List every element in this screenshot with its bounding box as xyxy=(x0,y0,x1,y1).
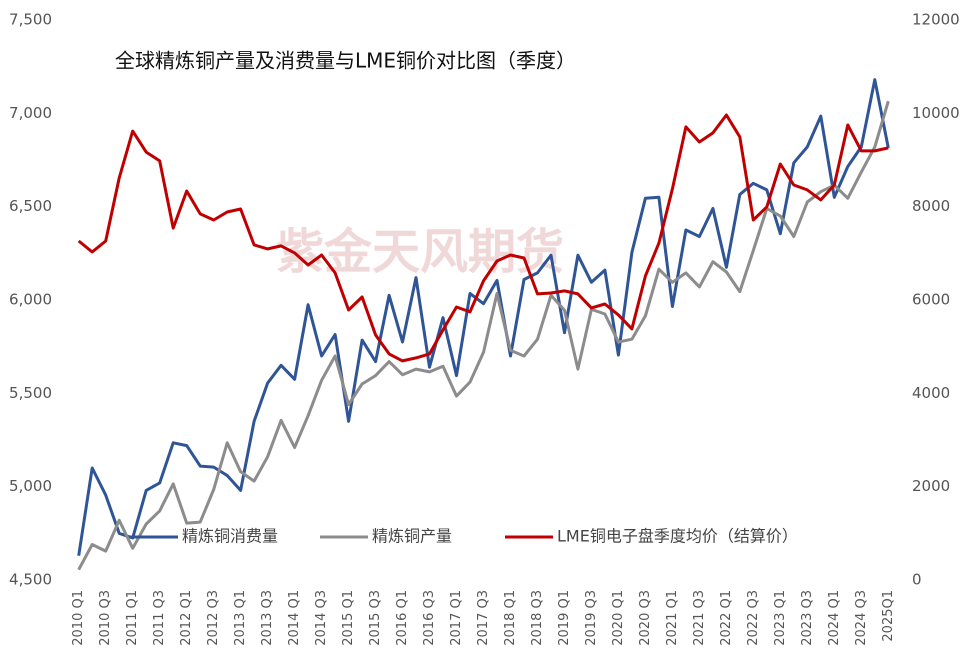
x-tick-label: 2018 Q3 xyxy=(530,590,545,646)
x-tick-label: 2010 Q1 xyxy=(71,590,86,646)
y2-tick-label: 0 xyxy=(912,571,922,589)
x-tick-label: 2019 Q1 xyxy=(557,590,572,646)
x-tick-label: 2023 Q1 xyxy=(773,590,788,646)
y2-tick-label: 6000 xyxy=(912,291,950,309)
series-line xyxy=(77,100,890,571)
y2-tick-label: 10000 xyxy=(912,104,960,122)
x-tick-label: 2015 Q3 xyxy=(368,590,383,646)
series-line xyxy=(77,78,890,556)
x-tick-label: 2013 Q3 xyxy=(260,590,275,646)
legend-label: LME铜电子盘季度均价（结算价） xyxy=(557,527,798,546)
x-tick-label: 2024 Q1 xyxy=(827,590,842,646)
y-tick-label: 5,000 xyxy=(9,477,52,495)
watermark: 紫金天风期货 xyxy=(276,224,564,280)
x-tick-label: 2015 Q1 xyxy=(341,590,356,646)
x-tick-label: 2021 Q1 xyxy=(665,590,680,646)
y-tick-label: 6,500 xyxy=(9,197,52,215)
x-tick-label: 2011 Q3 xyxy=(152,590,167,646)
x-tick-label: 2013 Q1 xyxy=(233,590,248,646)
legend-label: 精炼铜消费量 xyxy=(182,527,278,546)
x-tick-label: 2022 Q1 xyxy=(719,590,734,646)
y-tick-label: 7,000 xyxy=(9,104,52,122)
y-tick-label: 6,000 xyxy=(9,291,52,309)
x-tick-label: 2020 Q3 xyxy=(638,590,653,646)
x-tick-label: 2022 Q3 xyxy=(746,590,761,646)
x-tick-label: 2012 Q3 xyxy=(206,590,221,646)
y2-tick-label: 4000 xyxy=(912,384,950,402)
x-tick-label: 2017 Q1 xyxy=(449,590,464,646)
y2-tick-label: 2000 xyxy=(912,477,950,495)
chart-title: 全球精炼铜产量及消费量与LME铜价对比图（季度） xyxy=(115,49,576,73)
x-tick-label: 2014 Q1 xyxy=(287,590,302,646)
x-tick-label: 2021 Q3 xyxy=(692,590,707,646)
y-tick-label: 4,500 xyxy=(9,571,52,589)
y2-tick-label: 12000 xyxy=(912,11,960,29)
x-tick-label: 2014 Q3 xyxy=(314,590,329,646)
y-tick-label: 7,500 xyxy=(9,11,52,29)
x-tick-label: 2020 Q1 xyxy=(611,590,626,646)
x-tick-label: 2011 Q1 xyxy=(125,590,140,646)
y-tick-label: 5,500 xyxy=(9,384,52,402)
y2-tick-label: 8000 xyxy=(912,197,950,215)
x-tick-label: 2023 Q3 xyxy=(800,590,815,646)
x-tick-label: 2024 Q3 xyxy=(854,590,869,646)
x-tick-label: 2016 Q1 xyxy=(395,590,410,646)
x-tick-label: 2012 Q1 xyxy=(179,590,194,646)
x-tick-label: 2019 Q3 xyxy=(584,590,599,646)
x-tick-label: 2017 Q3 xyxy=(476,590,491,646)
series-line xyxy=(77,113,889,363)
legend-label: 精炼铜产量 xyxy=(372,527,452,546)
x-tick-label: 2025Q1 xyxy=(881,590,896,642)
x-tick-label: 2016 Q3 xyxy=(422,590,437,646)
x-tick-label: 2010 Q3 xyxy=(98,590,113,646)
x-tick-label: 2018 Q1 xyxy=(503,590,518,646)
